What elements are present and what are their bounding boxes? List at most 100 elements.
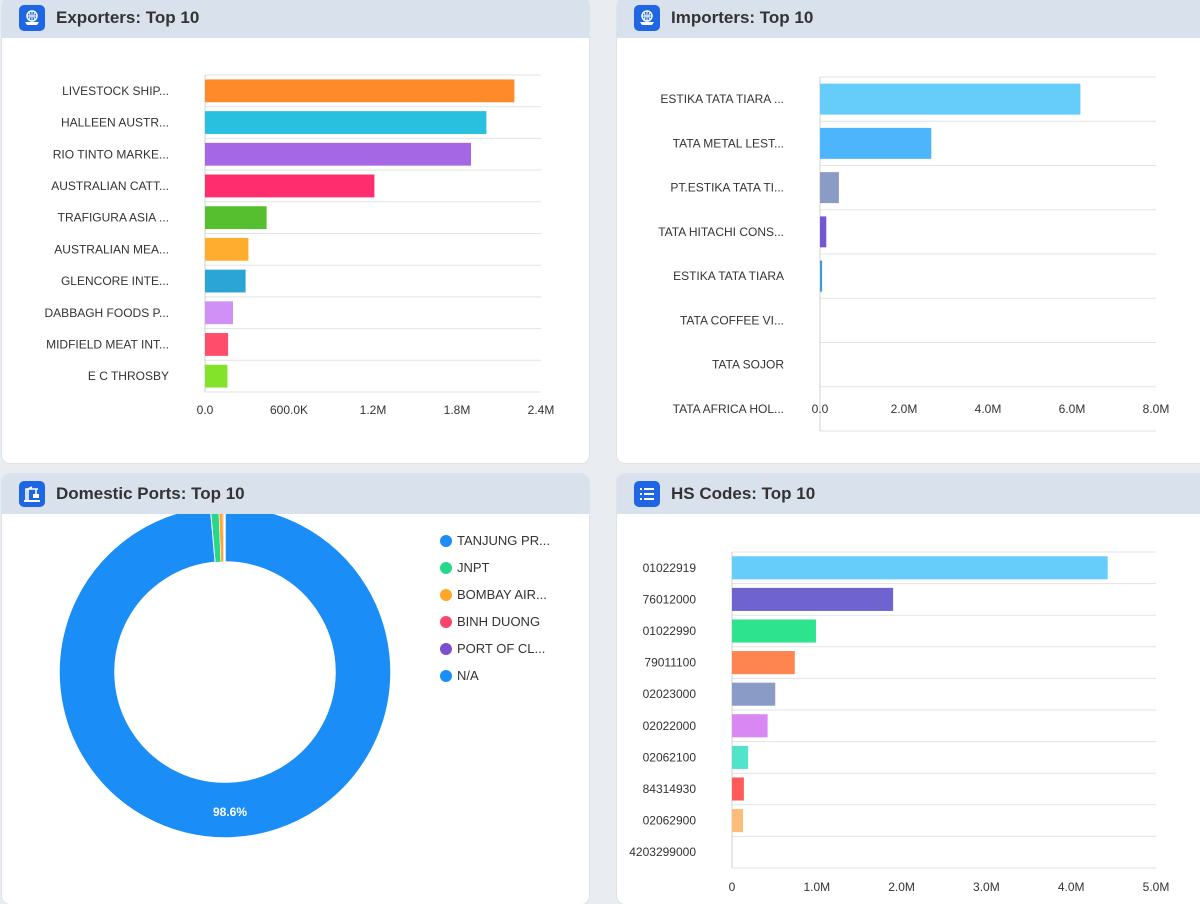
category-label: 02062100 [643, 750, 697, 764]
category-label: TATA AFRICA HOL... [673, 402, 784, 416]
x-tick-label: 4.0M [975, 402, 1002, 416]
category-label: 4203299000 [629, 845, 696, 859]
bar [205, 238, 248, 261]
category-label: 02022000 [643, 719, 697, 733]
category-label: ESTIKA TATA TIARA [673, 269, 784, 283]
category-label: PT.ESTIKA TATA TI... [670, 181, 784, 195]
importers-panel: Importers: Top 10 ESTIKA TATA TIARA ...T… [617, 0, 1200, 463]
bar [820, 216, 826, 247]
exporters-chart: LIVESTOCK SHIP...HALLEEN AUSTR...RIO TIN… [2, 38, 589, 463]
importers-chart: ESTIKA TATA TIARA ...TATA METAL LEST...P… [617, 38, 1200, 463]
category-label: TRAFIGURA ASIA ... [58, 211, 169, 225]
hs-title: HS Codes: Top 10 [671, 484, 815, 504]
category-label: 01022990 [643, 624, 697, 638]
category-label: 84314930 [643, 782, 697, 796]
list-icon [634, 481, 660, 507]
bar [820, 84, 1080, 115]
legend-item[interactable]: JNPT [440, 554, 550, 581]
legend-label: N/A [457, 668, 479, 683]
category-label: AUSTRALIAN MEA... [54, 242, 169, 256]
legend-item[interactable]: BOMBAY AIR... [440, 581, 550, 608]
exporters-title: Exporters: Top 10 [56, 8, 199, 28]
legend-marker [440, 535, 452, 547]
x-tick-label: 3.0M [973, 880, 1000, 894]
bar [205, 206, 267, 229]
donut-slice [224, 514, 225, 562]
bar [205, 301, 233, 324]
bar [732, 777, 744, 800]
category-label: TATA SOJOR [712, 358, 784, 372]
legend-marker [440, 616, 452, 628]
ports-header: Domestic Ports: Top 10 [2, 474, 589, 514]
category-label: 02023000 [643, 687, 697, 701]
bar [205, 79, 514, 102]
ports-panel: Domestic Ports: Top 10 98.6% TANJUNG PR.… [2, 474, 589, 904]
legend-marker [440, 643, 452, 655]
x-tick-label: 0.0 [197, 403, 214, 417]
category-label: RIO TINTO MARKE... [53, 147, 169, 161]
slice-data-label: 98.6% [213, 805, 247, 819]
legend-label: BOMBAY AIR... [457, 587, 547, 602]
ports-chart: 98.6% [2, 514, 422, 904]
donut-slice [59, 514, 391, 838]
x-tick-label: 600.0K [270, 403, 308, 417]
category-label: E C THROSBY [88, 369, 169, 383]
category-label: 01022919 [643, 561, 697, 575]
bar [820, 128, 931, 159]
bar [820, 261, 822, 292]
category-label: TATA COFFEE VI... [680, 313, 784, 327]
importers-header: Importers: Top 10 [617, 0, 1200, 38]
x-tick-label: 5.0M [1143, 880, 1170, 894]
ports-legend: TANJUNG PR... JNPT BOMBAY AIR... BINH DUONG… [440, 527, 550, 689]
legend-marker [440, 589, 452, 601]
bar [732, 556, 1108, 579]
x-tick-label: 4.0M [1058, 880, 1085, 894]
bar [205, 143, 471, 166]
x-tick-label: 0 [729, 880, 736, 894]
legend-label: BINH DUONG [457, 614, 540, 629]
category-label: ESTIKA TATA TIARA ... [660, 92, 784, 106]
bar [205, 270, 246, 293]
legend-item[interactable]: TANJUNG PR... [440, 527, 550, 554]
legend-marker [440, 670, 452, 682]
legend-item[interactable]: PORT OF CL... [440, 635, 550, 662]
x-tick-label: 1.0M [803, 880, 830, 894]
bar [732, 714, 768, 737]
x-tick-label: 1.8M [444, 403, 471, 417]
category-label: HALLEEN AUSTR... [61, 116, 169, 130]
category-label: 79011100 [644, 656, 696, 670]
legend-label: PORT OF CL... [457, 641, 545, 656]
hs-header: HS Codes: Top 10 [617, 474, 1200, 514]
legend-marker [440, 562, 452, 574]
ship-globe-icon [634, 5, 660, 31]
x-tick-label: 2.0M [888, 880, 915, 894]
bar [205, 175, 374, 198]
category-label: DABBAGH FOODS P... [45, 306, 169, 320]
legend-item[interactable]: N/A [440, 662, 550, 689]
category-label: MIDFIELD MEAT INT... [46, 337, 169, 351]
category-label: AUSTRALIAN CATT... [51, 179, 169, 193]
bar [732, 619, 816, 642]
ship-globe-icon [19, 5, 45, 31]
bar [205, 333, 228, 356]
hs-chart: 0102291976012000010229907901110002023000… [617, 514, 1200, 904]
bar [732, 588, 893, 611]
bar [205, 111, 486, 134]
bar [820, 172, 839, 203]
x-tick-label: 6.0M [1059, 402, 1086, 416]
x-tick-label: 2.4M [528, 403, 555, 417]
bar [205, 365, 227, 388]
exporters-header: Exporters: Top 10 [2, 0, 589, 38]
x-tick-label: 8.0M [1143, 402, 1170, 416]
ports-title: Domestic Ports: Top 10 [56, 484, 245, 504]
category-label: 02062900 [643, 814, 697, 828]
legend-item[interactable]: BINH DUONG [440, 608, 550, 635]
category-label: GLENCORE INTE... [61, 274, 169, 288]
importers-title: Importers: Top 10 [671, 8, 813, 28]
legend-label: TANJUNG PR... [457, 533, 550, 548]
bar [732, 683, 775, 706]
x-tick-label: 0.0 [812, 402, 829, 416]
legend-label: JNPT [457, 560, 490, 575]
x-tick-label: 1.2M [360, 403, 387, 417]
